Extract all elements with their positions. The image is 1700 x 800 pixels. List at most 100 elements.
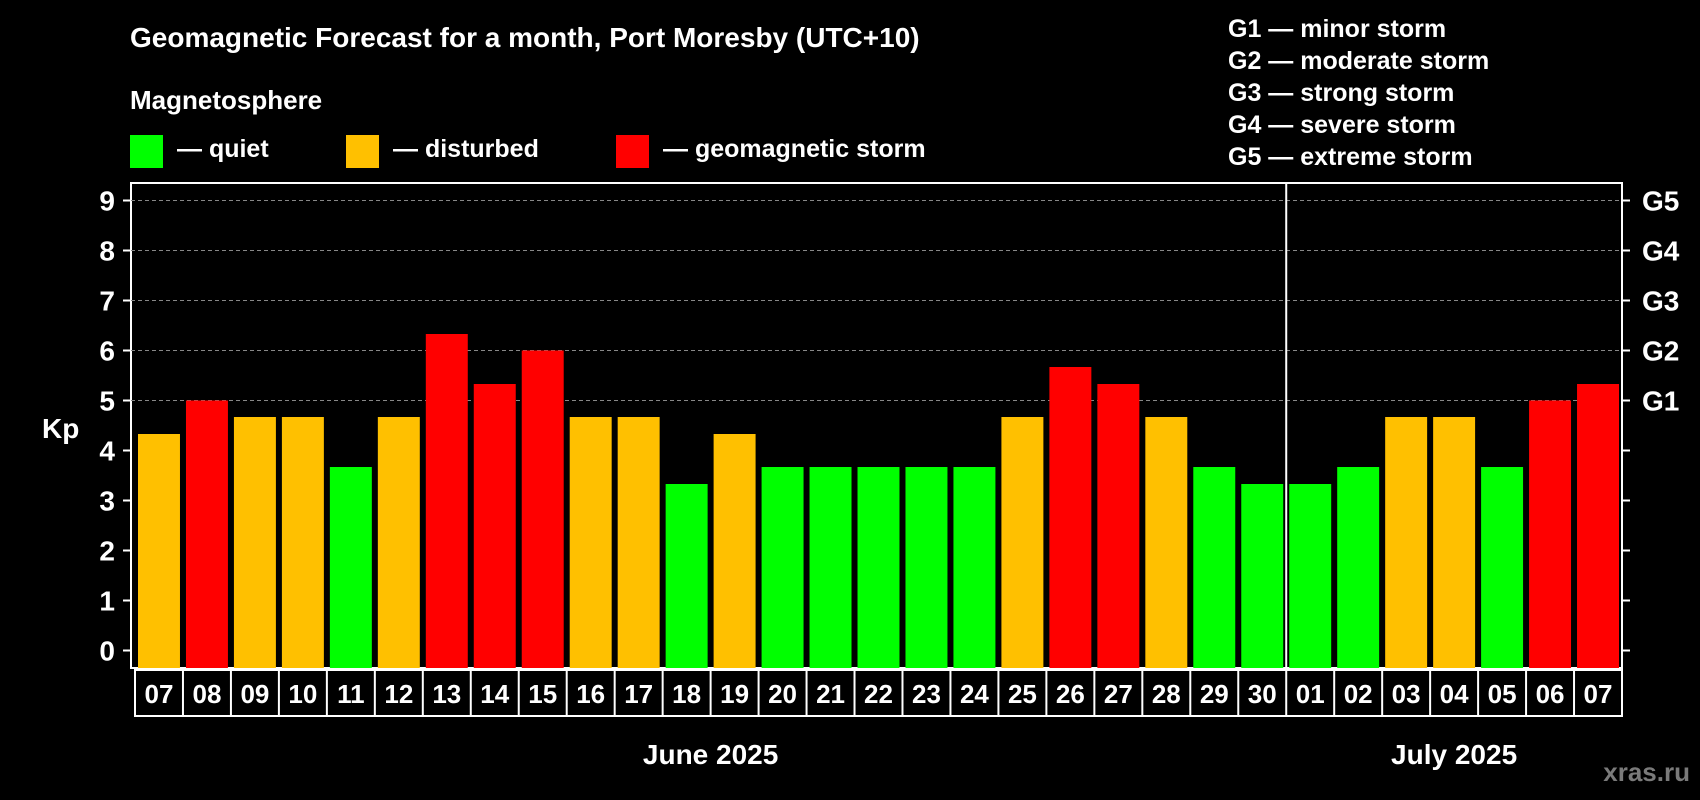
bar bbox=[1385, 417, 1428, 668]
bar bbox=[1529, 400, 1572, 668]
month-labels: June 2025 July 2025 bbox=[643, 739, 1517, 770]
date-label: 07 bbox=[145, 679, 174, 709]
date-label: 24 bbox=[960, 679, 989, 709]
date-label: 08 bbox=[192, 679, 221, 709]
bar bbox=[953, 467, 996, 668]
storm-scale-g4: G4 — severe storm bbox=[1228, 111, 1456, 139]
bars bbox=[138, 334, 1619, 668]
bar bbox=[425, 334, 468, 668]
legend-label-storm: — geomagnetic storm bbox=[663, 135, 926, 163]
bar bbox=[1001, 417, 1044, 668]
y-tick-label: 6 bbox=[99, 336, 115, 367]
storm-scale-g5: G5 — extreme storm bbox=[1228, 143, 1473, 171]
y-tick-label: 0 bbox=[99, 636, 115, 667]
magnetosphere-label: Magnetosphere bbox=[130, 85, 322, 115]
month-label: July 2025 bbox=[1391, 739, 1517, 770]
date-label: 29 bbox=[1200, 679, 1229, 709]
date-label: 19 bbox=[720, 679, 749, 709]
right-tick-label: G3 bbox=[1642, 286, 1679, 317]
legend-swatch-disturbed bbox=[346, 135, 379, 168]
bar bbox=[617, 417, 660, 668]
date-label: 15 bbox=[528, 679, 557, 709]
bar bbox=[281, 417, 324, 668]
date-label: 02 bbox=[1344, 679, 1373, 709]
date-label: 21 bbox=[816, 679, 845, 709]
date-label: 25 bbox=[1008, 679, 1037, 709]
bar bbox=[138, 434, 180, 668]
legend-swatch-quiet bbox=[130, 135, 163, 168]
y-tick-label: 7 bbox=[99, 286, 115, 317]
legend-swatch-storm bbox=[616, 135, 649, 168]
bar bbox=[1433, 417, 1476, 668]
storm-scale-g2: G2 — moderate storm bbox=[1228, 47, 1489, 75]
bar bbox=[377, 417, 420, 668]
date-label: 04 bbox=[1440, 679, 1469, 709]
date-label: 18 bbox=[672, 679, 701, 709]
date-label: 20 bbox=[768, 679, 797, 709]
date-label: 05 bbox=[1488, 679, 1517, 709]
bar bbox=[809, 467, 852, 668]
bar bbox=[521, 350, 564, 668]
bar bbox=[1145, 417, 1188, 668]
date-label: 13 bbox=[432, 679, 461, 709]
date-label: 11 bbox=[337, 679, 365, 709]
legend-label-disturbed: — disturbed bbox=[393, 135, 539, 163]
left-axis: 0 1 2 3 4 5 6 7 8 9 bbox=[99, 186, 131, 667]
bar bbox=[857, 467, 900, 668]
date-label: 01 bbox=[1296, 679, 1325, 709]
bar bbox=[905, 467, 948, 668]
right-tick-label: G1 bbox=[1642, 386, 1679, 417]
y-tick-label: 1 bbox=[99, 586, 115, 617]
legend-label-quiet: — quiet bbox=[177, 135, 269, 163]
y-tick-label: 5 bbox=[99, 386, 115, 417]
date-label: 12 bbox=[384, 679, 413, 709]
y-tick-label: 2 bbox=[99, 536, 115, 567]
bar bbox=[1193, 467, 1236, 668]
date-label: 06 bbox=[1536, 679, 1565, 709]
bar bbox=[713, 434, 756, 668]
date-label: 10 bbox=[288, 679, 317, 709]
storm-scale-g3: G3 — strong storm bbox=[1228, 79, 1454, 107]
bar bbox=[761, 467, 804, 668]
bar bbox=[1481, 467, 1524, 668]
date-labels: 07 08 09 10 11 12 13 14 15 16 17 18 19 20 21 22 23 24 25 26… bbox=[134, 669, 1623, 717]
date-label: 23 bbox=[912, 679, 941, 709]
bar bbox=[185, 400, 228, 668]
right-tick-label: G4 bbox=[1642, 236, 1680, 267]
date-label: 22 bbox=[864, 679, 893, 709]
bar bbox=[1289, 484, 1332, 668]
color-legend: — quiet — disturbed — geomagnetic storm bbox=[130, 135, 926, 168]
bar bbox=[473, 384, 516, 668]
month-label: June 2025 bbox=[643, 739, 778, 770]
date-label: 26 bbox=[1056, 679, 1085, 709]
bar bbox=[1337, 467, 1380, 668]
grid-lines bbox=[131, 200, 1622, 401]
bar bbox=[1049, 367, 1092, 668]
right-tick-label: G2 bbox=[1642, 336, 1679, 367]
date-label: 28 bbox=[1152, 679, 1181, 709]
bar bbox=[233, 417, 276, 668]
date-label: 30 bbox=[1248, 679, 1277, 709]
right-axis: G1 G2 G3 G4 G5 bbox=[1622, 186, 1680, 652]
chart-title: Geomagnetic Forecast for a month, Port M… bbox=[130, 22, 920, 53]
y-tick-label: 4 bbox=[99, 436, 115, 467]
y-axis-label: Kp bbox=[42, 413, 79, 444]
date-label: 03 bbox=[1392, 679, 1421, 709]
date-label: 27 bbox=[1104, 679, 1133, 709]
storm-scale-legend: G1 — minor storm G2 — moderate storm G3 … bbox=[1228, 15, 1489, 171]
y-tick-label: 3 bbox=[99, 486, 115, 517]
bar bbox=[329, 467, 372, 668]
right-tick-label: G5 bbox=[1642, 186, 1679, 217]
bar bbox=[1097, 384, 1140, 668]
bar bbox=[1577, 384, 1619, 668]
watermark: xras.ru bbox=[1603, 757, 1690, 787]
bar bbox=[665, 484, 708, 668]
date-strip-frame bbox=[134, 669, 1623, 717]
storm-scale-g1: G1 — minor storm bbox=[1228, 15, 1446, 43]
date-label: 07 bbox=[1584, 679, 1613, 709]
date-label: 16 bbox=[576, 679, 605, 709]
y-tick-label: 8 bbox=[99, 236, 115, 267]
date-label: 17 bbox=[624, 679, 653, 709]
date-label: 09 bbox=[240, 679, 269, 709]
